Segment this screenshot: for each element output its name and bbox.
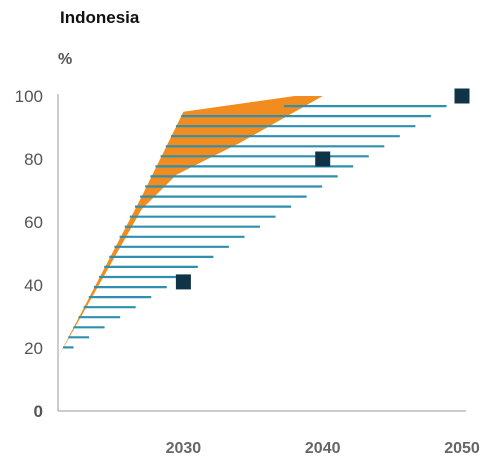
data-point-marker (315, 151, 331, 167)
teal-hatched-band (63, 104, 447, 349)
x-tick-label: 2050 (444, 440, 480, 457)
data-point-marker (454, 88, 470, 104)
y-tick-label: 100 (15, 87, 43, 106)
y-tick-label: 80 (24, 150, 43, 169)
data-point-marker (175, 274, 191, 290)
chart-title: Indonesia (60, 8, 140, 27)
y-tick-label: 60 (24, 213, 43, 232)
y-tick-label: 20 (24, 339, 43, 358)
x-tick-label: 2030 (166, 440, 202, 457)
y-axis-unit-label: % (58, 51, 73, 68)
x-tick-label: 2040 (305, 440, 341, 457)
y-tick-label: 40 (24, 276, 43, 295)
y-tick-label: 0 (34, 402, 43, 421)
